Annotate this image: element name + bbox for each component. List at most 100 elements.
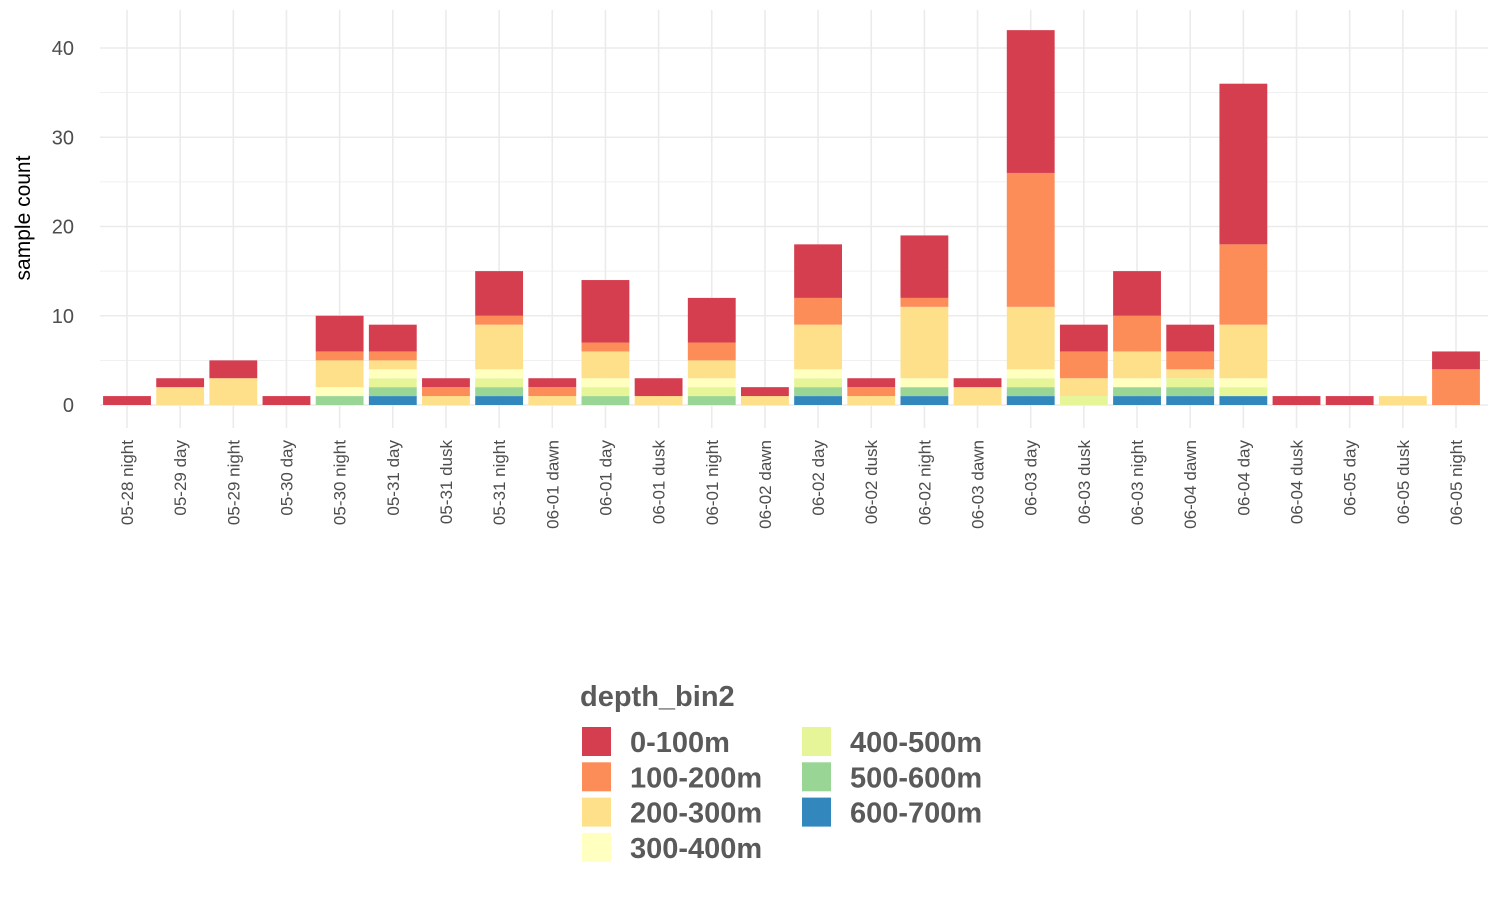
bar-segment [900, 235, 949, 298]
bar-segment [1059, 396, 1108, 405]
bar-segment [581, 396, 630, 405]
bar-segment [528, 387, 577, 397]
bar-segment [209, 378, 258, 405]
bar-segment [1006, 172, 1055, 307]
bar-segment [475, 271, 524, 316]
bar-segment [1432, 369, 1480, 405]
bar-segment [1113, 315, 1161, 352]
legend-label: 400-500m [850, 727, 982, 759]
x-tick-label: 06-05 dusk [1394, 440, 1413, 525]
y-tick-label: 10 [52, 306, 74, 328]
bar-segment [1219, 83, 1268, 245]
bar-segment [687, 387, 736, 397]
bar-segment [1219, 378, 1268, 388]
legend-label: 600-700m [850, 798, 982, 830]
y-tick-label: 0 [63, 395, 74, 417]
bar-segment [581, 280, 630, 343]
bar-segment [475, 369, 524, 379]
bar-segment [687, 378, 736, 388]
bar-segment [368, 351, 417, 361]
x-tick-label: 06-05 night [1447, 440, 1466, 525]
bar-segment [315, 315, 364, 352]
bar-segment [900, 387, 949, 397]
bar-segment [315, 360, 364, 388]
bar-segment [687, 396, 736, 405]
bar-segment [1219, 396, 1268, 405]
bar-segment [475, 315, 524, 325]
legend-swatch [582, 727, 611, 756]
x-tick-label: 06-02 day [809, 440, 828, 516]
bar-segment [1006, 387, 1055, 397]
y-tick-label: 40 [52, 38, 74, 60]
bar-segment [1113, 378, 1161, 388]
x-tick-label: 06-04 dawn [1181, 440, 1200, 529]
bar-segment [1432, 351, 1480, 370]
bar-segment [103, 396, 151, 405]
bar-segment [581, 378, 630, 388]
bar-segment [900, 297, 949, 307]
bar-segment [528, 378, 577, 388]
legend-title: depth_bin2 [580, 681, 735, 713]
x-tick-label: 06-01 dusk [650, 440, 669, 525]
x-tick-label: 06-03 day [1022, 440, 1041, 516]
bar-segment [847, 387, 896, 397]
bar-segment [794, 387, 843, 397]
bar-segment [1325, 396, 1374, 405]
bar-segment [1113, 387, 1161, 397]
bar-segment [262, 396, 311, 405]
bar-segment [368, 387, 417, 397]
bar-segment [422, 396, 470, 405]
x-tick-label: 06-02 dusk [862, 440, 881, 525]
bar-segment [1166, 351, 1215, 370]
x-tick-label: 06-05 day [1341, 440, 1360, 516]
x-axis-ticks: 05-28 night 05-29 day 05-29 night 05-30 day… [118, 440, 1466, 529]
legend-swatch [582, 832, 611, 862]
x-tick-label: 05-29 day [171, 440, 190, 516]
bar-segment [1166, 387, 1215, 397]
bar-segment [794, 324, 843, 370]
bar-segment [1006, 369, 1055, 379]
x-tick-label: 06-03 dusk [1075, 440, 1094, 525]
x-tick-label: 05-31 day [384, 440, 403, 516]
y-tick-label: 30 [52, 127, 74, 149]
bar-segment [368, 369, 417, 379]
bar-segment [740, 387, 789, 397]
bar-segment [422, 378, 470, 388]
y-axis-title: sample count [12, 155, 35, 280]
x-tick-label: 06-02 dawn [756, 440, 775, 529]
bar-segment [794, 396, 843, 405]
bar-segment [1059, 351, 1108, 379]
bar-segment [794, 244, 843, 298]
bar-segment [847, 378, 896, 388]
bar-segment [156, 387, 205, 405]
bar-segment [368, 324, 417, 352]
x-tick-label: 05-31 night [490, 440, 509, 525]
bar-segment [634, 396, 683, 405]
bar-segment [953, 387, 1002, 405]
x-tick-label: 05-30 night [331, 440, 350, 525]
bar-segment [794, 378, 843, 388]
bar-segment [953, 378, 1002, 388]
bar-segment [1219, 324, 1268, 379]
bar-segment [315, 396, 364, 405]
bar-segment [900, 378, 949, 388]
bar-segment [368, 378, 417, 388]
bar-segment [368, 396, 417, 405]
bar-segment [1059, 378, 1108, 397]
bar-segment [1378, 396, 1427, 405]
legend-swatch [802, 727, 831, 756]
bar-segment [687, 360, 736, 379]
legend-swatch [802, 762, 831, 792]
bar-segment [368, 360, 417, 370]
bar-segment [687, 342, 736, 361]
bar-segment [794, 297, 843, 325]
legend-label: 0-100m [630, 727, 730, 759]
x-tick-label: 06-04 day [1234, 440, 1253, 516]
grid-lines [100, 10, 1488, 428]
x-tick-label: 05-29 night [224, 440, 243, 525]
legend-label: 200-300m [630, 798, 762, 830]
bar-segment [528, 396, 577, 405]
bar-segment [581, 351, 630, 379]
bar-segment [1113, 351, 1161, 379]
